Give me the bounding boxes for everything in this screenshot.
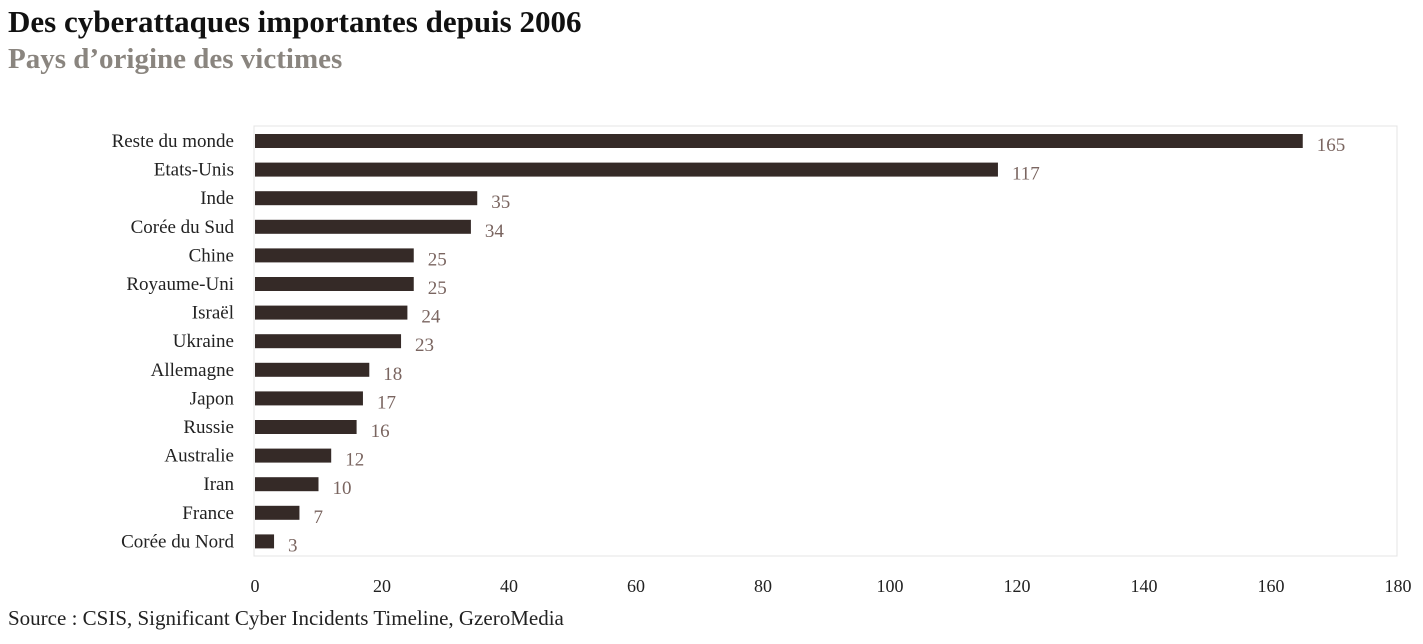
bar (255, 420, 357, 434)
category-label: Chine (189, 245, 234, 266)
value-label: 16 (371, 421, 390, 442)
bar-chart: Reste du monde Etats-Unis Inde Corée du Sud… (112, 125, 1412, 596)
value-label: 34 (485, 221, 505, 242)
value-label: 17 (377, 392, 396, 413)
bar (255, 334, 402, 349)
x-tick-label: 60 (627, 576, 645, 596)
bar (255, 162, 998, 177)
x-tick-label: 20 (373, 576, 391, 596)
category-labels: Reste du monde Etats-Unis Inde Corée du Sud… (112, 131, 235, 552)
category-label: Reste du monde (112, 131, 234, 152)
category-label: Japon (190, 388, 235, 409)
value-label: 35 (491, 192, 510, 213)
bar (255, 505, 300, 520)
x-axis-ticks: 0 20 40 60 80 100 120 140 160 180 (251, 576, 1412, 596)
x-tick-label: 140 (1131, 576, 1158, 596)
bars-group (255, 134, 1303, 549)
x-tick-label: 0 (251, 576, 260, 596)
value-label: 10 (333, 478, 352, 499)
value-label: 25 (428, 278, 447, 299)
category-label: Allemagne (151, 360, 234, 381)
x-tick-label: 80 (754, 576, 772, 596)
bar (255, 448, 332, 463)
category-label: Corée du Nord (121, 531, 234, 552)
bar (255, 477, 319, 492)
category-label: Inde (200, 188, 234, 209)
bar (255, 277, 414, 291)
value-label: 7 (313, 507, 323, 528)
value-label: 117 (1012, 164, 1040, 185)
bar (255, 362, 370, 377)
x-tick-label: 40 (500, 576, 518, 596)
bar (255, 534, 275, 549)
category-label: Ukraine (173, 331, 234, 352)
category-label: Israël (192, 303, 234, 324)
bar (255, 248, 414, 263)
x-tick-label: 160 (1258, 576, 1285, 596)
bar (255, 391, 363, 406)
x-tick-label: 180 (1385, 576, 1412, 596)
x-tick-label: 100 (877, 576, 904, 596)
value-label: 24 (421, 307, 441, 328)
bar (255, 134, 1303, 148)
chart-title: Des cyberattaques importantes depuis 200… (8, 4, 582, 39)
category-label: Australie (164, 446, 234, 467)
value-label: 18 (383, 364, 402, 385)
chart-subtitle: Pays d’origine des victimes (8, 43, 343, 75)
value-label: 25 (428, 249, 447, 270)
value-labels: 165 117 35 34 25 25 24 23 18 17 16 12 10 73 (288, 135, 1345, 556)
x-tick-label: 120 (1004, 576, 1031, 596)
value-label: 23 (415, 335, 434, 356)
category-label: France (182, 503, 234, 524)
category-label: Iran (203, 474, 234, 495)
bar (255, 191, 478, 206)
plot-frame (253, 125, 1398, 557)
bar (255, 305, 408, 320)
category-label: Royaume-Uni (126, 274, 234, 295)
value-label: 165 (1317, 135, 1346, 156)
source-note: Source : CSIS, Significant Cyber Inciden… (8, 606, 564, 630)
category-label: Russie (183, 417, 234, 438)
value-label: 12 (345, 450, 364, 471)
category-label: Corée du Sud (131, 217, 235, 238)
category-label: Etats-Unis (154, 160, 234, 181)
value-label: 3 (288, 535, 298, 556)
bar (255, 219, 471, 234)
